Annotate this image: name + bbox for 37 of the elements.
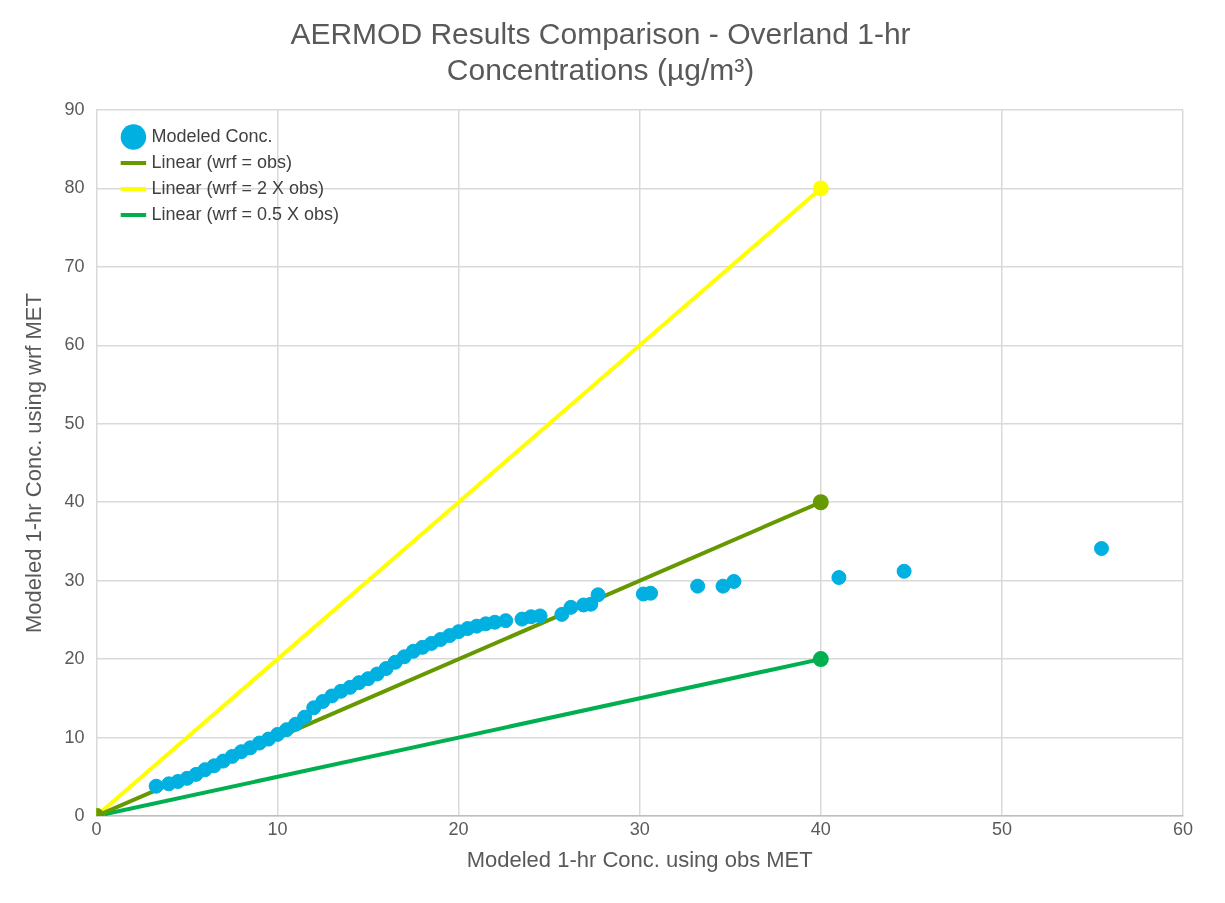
chart-title: AERMOD Results Comparison - Overland 1-hr Concentrations (µg/m³) — [290, 17, 911, 87]
x-tick-label: 20 — [448, 818, 469, 839]
y-tick-label: 50 — [64, 412, 85, 433]
legend-label: Linear (wrf = 2 X obs) — [151, 177, 324, 198]
y-tick-label: 20 — [64, 648, 85, 669]
x-axis-title: Modeled 1-hr Conc. using obs MET — [466, 846, 813, 872]
y-tick-label: 40 — [64, 491, 85, 512]
x-tick-label: 50 — [991, 818, 1012, 839]
x-tick-label: 40 — [810, 818, 831, 839]
y-tick-label: 90 — [64, 98, 85, 119]
legend-label: Linear (wrf = 0.5 X obs) — [151, 203, 340, 224]
point — [563, 599, 579, 615]
x-tick-label: 30 — [629, 818, 650, 839]
y-tick-label: 30 — [64, 569, 85, 590]
point — [1094, 541, 1110, 556]
y-tick-label: 0 — [74, 804, 85, 825]
x-tick-label: 60 — [1172, 818, 1194, 839]
legend-label: Linear (wrf = obs) — [151, 151, 292, 172]
point — [831, 570, 847, 586]
y-tick-label: 80 — [64, 177, 85, 198]
y-tick-label: 70 — [64, 255, 85, 276]
x-tick-label: 0 — [91, 818, 102, 839]
y-axis-title: Modeled 1-hr Conc. using wrf MET — [21, 293, 47, 633]
point — [812, 494, 829, 511]
point — [297, 709, 313, 725]
y-tick-label: 10 — [64, 726, 85, 747]
point — [498, 613, 514, 629]
point — [148, 778, 164, 794]
y-tick-label: 60 — [64, 334, 85, 355]
x-tick-label: 10 — [267, 818, 288, 839]
point — [726, 573, 742, 589]
point — [812, 180, 829, 197]
point — [896, 563, 912, 579]
point — [690, 578, 706, 594]
legend-label: Modeled Conc. — [151, 125, 273, 146]
point — [812, 651, 829, 668]
point — [590, 587, 606, 603]
